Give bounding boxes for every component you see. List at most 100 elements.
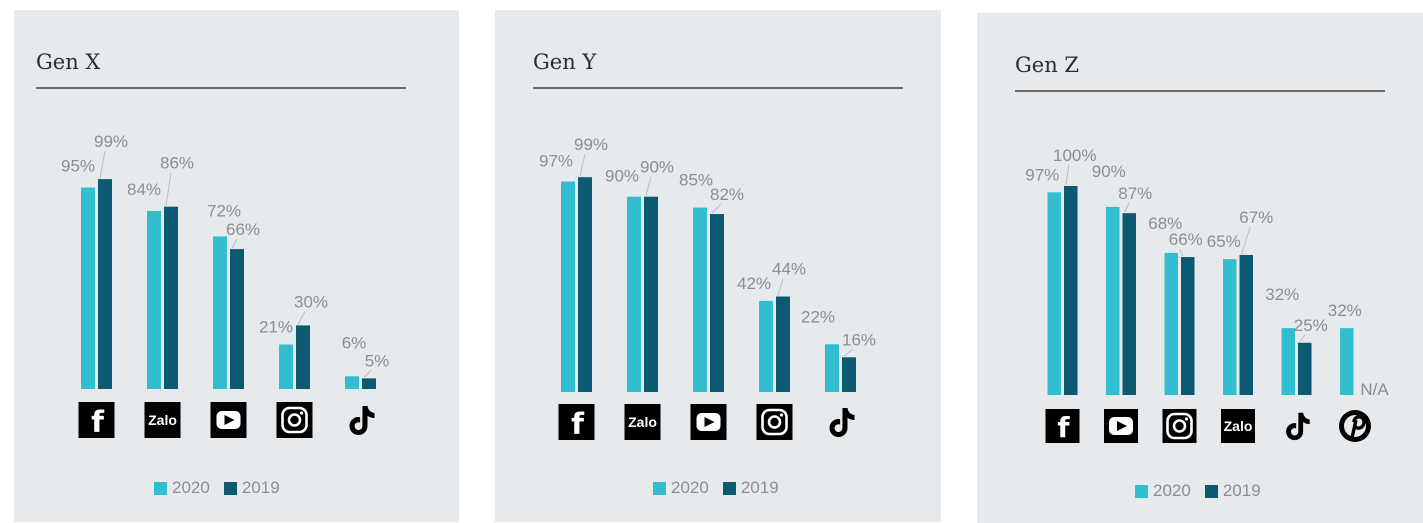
data-label-2020: 97% (539, 152, 573, 171)
data-label-2019: 99% (574, 135, 608, 154)
legend-item-2020: 2020 (653, 478, 709, 498)
label-leader-line (1299, 334, 1306, 343)
pinterest-icon (1339, 410, 1371, 442)
bar-2020 (147, 210, 161, 389)
title-divider (1015, 90, 1385, 92)
legend-label-2020: 2020 (671, 478, 709, 497)
tiktok-icon (1286, 412, 1310, 441)
data-label-2020: 90% (1092, 162, 1126, 181)
bar-2019 (362, 378, 376, 389)
label-leader-line (1065, 164, 1070, 186)
bar-2020 (1164, 252, 1178, 395)
bar-2020 (213, 236, 227, 389)
legend-label-2020: 2020 (1153, 481, 1191, 500)
legend-item-2019: 2019 (722, 478, 779, 498)
label-leader-line (1241, 226, 1251, 255)
legend-swatch-2019 (223, 481, 237, 495)
chart-panel-gen-x: Gen X 95% 99% f 84% 86% Zalo 72% 66% 21% 30% 6% 5% … (14, 10, 459, 522)
chart-title: Gen X (36, 50, 101, 74)
bar-2020 (693, 207, 707, 392)
data-label-2020: 95% (61, 157, 95, 176)
youtube-icon (1104, 409, 1138, 443)
tiktok-icon (829, 408, 855, 437)
zalo-icon: Zalo (1221, 409, 1255, 443)
data-label-2020: 22% (801, 307, 835, 326)
bar-chart: 97%100%f90%87%68%66% 65%67%Zalo32%25%32%N… (1025, 146, 1389, 444)
data-label-2020: 84% (127, 180, 161, 199)
bar-group: 6%5% (342, 333, 390, 435)
facebook-icon: f (558, 404, 595, 441)
label-leader-line (363, 370, 372, 378)
bar-2020 (825, 344, 839, 392)
data-label-2020: 6% (342, 333, 367, 352)
bar-group: 84% 86% Zalo (127, 154, 194, 438)
label-leader-line (1179, 248, 1184, 257)
bar-2019 (644, 196, 658, 392)
data-label-2019: 99% (94, 132, 128, 151)
zalo-icon: Zalo (144, 402, 181, 438)
data-label-2019: 66% (1169, 230, 1203, 249)
bar-group: 32% 25% (1265, 285, 1328, 441)
data-label-2019: 16% (842, 330, 876, 349)
bar-2020 (1106, 206, 1120, 395)
label-leader-line (579, 154, 586, 177)
bar-2020 (279, 344, 293, 389)
bar-2019 (98, 179, 112, 389)
label-leader-line (777, 278, 784, 296)
svg-text:Zalo: Zalo (148, 412, 177, 428)
data-label-2019: 86% (160, 154, 194, 173)
data-label-2020: 32% (1265, 285, 1299, 304)
data-label-2019: 67% (1239, 208, 1273, 227)
data-label-2019: 66% (226, 220, 260, 239)
title-divider (533, 87, 903, 89)
label-leader-line (1124, 202, 1130, 213)
bar-group: 97%99% f (539, 135, 608, 441)
bar-group: 85%82% (679, 171, 744, 440)
legend-swatch-2019 (722, 481, 736, 495)
bar-2019 (1122, 213, 1136, 395)
bar-group: 65% 67% Zalo (1207, 208, 1273, 443)
title-divider (36, 87, 406, 89)
bar-group: 90% 90% Zalo (605, 158, 674, 440)
tiktok-icon (349, 406, 375, 435)
bar-2019 (164, 206, 178, 389)
bar-group: 21%30% (259, 292, 328, 438)
label-leader-line (843, 348, 854, 357)
bar-2019 (296, 325, 310, 389)
legend-label-2019: 2019 (740, 478, 779, 497)
instagram-icon (756, 404, 793, 440)
bar-2020 (561, 181, 575, 392)
bar-2019 (1064, 186, 1078, 395)
data-label-2019: 100% (1053, 146, 1096, 165)
zalo-icon: Zalo (624, 404, 661, 440)
data-label-2019: 44% (772, 260, 806, 279)
bar-group: 72%66% (207, 201, 260, 438)
bar-2019 (710, 214, 724, 392)
bar-2019 (842, 357, 856, 392)
data-label-2020: 21% (259, 317, 293, 336)
data-label-2019: 87% (1118, 184, 1152, 203)
data-label-2020: 68% (1148, 214, 1182, 233)
bar-2020 (759, 300, 773, 392)
bar-2020 (1047, 192, 1061, 395)
data-label-2020: 72% (207, 201, 241, 220)
data-label-2019: N/A (1360, 380, 1389, 399)
facebook-icon: f (1045, 409, 1080, 444)
bar-2020 (345, 376, 359, 389)
youtube-icon (690, 404, 727, 440)
bar-2019 (776, 296, 790, 392)
bar-2019 (1181, 257, 1195, 395)
bar-group: 97%100% f (1025, 146, 1096, 444)
chart-title: Gen Y (533, 50, 597, 74)
legend-item-2020: 2020 (1135, 481, 1191, 501)
data-label-2019: 5% (365, 351, 390, 370)
label-leader-line (231, 238, 238, 249)
label-leader-line (645, 176, 652, 196)
bar-group: 90%87% (1092, 162, 1152, 443)
svg-text:f: f (571, 407, 585, 441)
legend-swatch-2020 (653, 481, 666, 495)
instagram-icon (276, 402, 313, 438)
legend-swatch-2019 (1204, 484, 1218, 498)
